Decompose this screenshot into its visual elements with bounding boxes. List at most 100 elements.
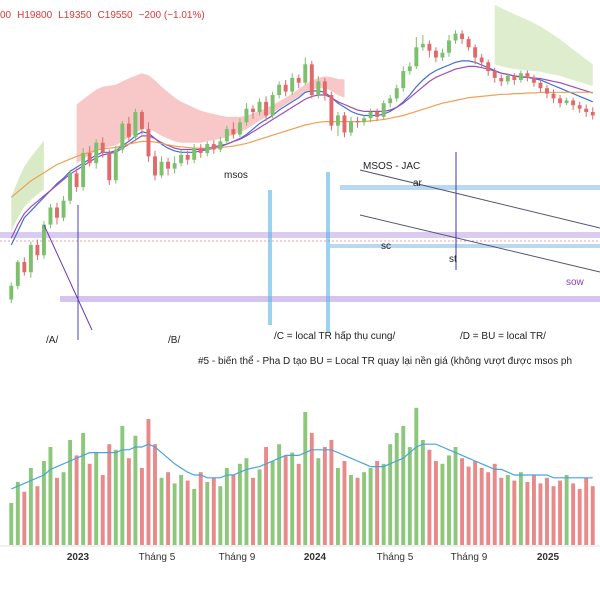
volume-bar	[316, 458, 321, 545]
candle-body	[146, 129, 151, 157]
volume-bar	[401, 426, 406, 545]
phase-c-marker	[268, 190, 272, 325]
st-label: st	[449, 254, 457, 265]
candle-body	[414, 47, 419, 67]
candle-body	[22, 262, 27, 273]
sow-label: sow	[566, 277, 585, 288]
candle-body	[166, 161, 171, 169]
volume-bar	[94, 452, 99, 545]
candle-body	[126, 123, 131, 138]
volume-bar	[153, 444, 157, 545]
msos-label: msos	[224, 170, 248, 181]
candle-body	[113, 149, 118, 181]
volume-bar	[355, 477, 360, 545]
candle-body	[303, 64, 308, 83]
volume-bar	[375, 461, 380, 545]
candle-body	[218, 141, 223, 150]
candle-body	[368, 112, 373, 119]
candle-body	[466, 39, 471, 48]
candle-body	[185, 155, 190, 160]
candle-body	[590, 112, 595, 116]
volume-bar	[420, 440, 425, 545]
volume-bar	[531, 475, 536, 545]
volume-bar	[590, 486, 595, 545]
candle-body	[120, 123, 125, 150]
volume-bar	[466, 466, 471, 545]
ohlc-legend: 00 H19800 L19350 C19550 −200 (−1.01%)	[0, 10, 211, 21]
candle-body	[577, 105, 582, 109]
channel-upper	[359, 169, 600, 229]
volume-bar	[120, 426, 125, 545]
volume-bar	[427, 449, 432, 545]
candle-body	[420, 43, 425, 48]
volume-bar	[453, 447, 458, 545]
volume-bar	[139, 468, 144, 545]
resistance-band-mid	[330, 244, 600, 248]
volume-bar	[15, 482, 20, 545]
candle-body	[460, 33, 465, 40]
candle-body	[473, 47, 478, 58]
candle-body	[401, 71, 406, 89]
volume-bar	[35, 486, 40, 545]
change-value: −200 (−1.01%)	[138, 10, 205, 21]
volume-bar	[329, 440, 334, 545]
volume-bar	[87, 463, 92, 545]
volume-bar	[55, 477, 59, 545]
volume-bar	[290, 452, 295, 545]
volume-bar	[251, 477, 255, 545]
candle-body	[172, 163, 177, 169]
volume-bar	[237, 463, 242, 545]
candle-body	[342, 115, 347, 133]
annotations: /A/ /B/ /C = local TR hấp thụ cung/ /D = BU…	[46, 161, 585, 367]
candle-body	[35, 245, 40, 256]
volume-ma-line	[11, 443, 593, 490]
candle-body	[74, 173, 79, 188]
candle-body	[316, 81, 321, 95]
candle-body	[192, 148, 197, 160]
volume-bar	[133, 435, 138, 545]
ichimoku-cloud	[11, 4, 593, 232]
close-value: C19550	[97, 10, 133, 21]
volume-bar	[231, 475, 236, 545]
candle-body	[453, 33, 458, 41]
selling-climax-trend-line	[43, 224, 93, 331]
x-tick-label: Tháng 5	[377, 552, 414, 563]
candle-body	[309, 64, 314, 95]
candle-body	[440, 52, 445, 58]
candle-body	[296, 77, 301, 83]
volume-bar	[342, 461, 347, 545]
volume-bar	[179, 475, 184, 545]
cloud-bearish	[76, 73, 345, 164]
candle-body	[290, 77, 295, 92]
candle-body	[237, 122, 242, 135]
candle-body	[558, 98, 563, 104]
candle-body	[179, 155, 184, 164]
volume-bar	[525, 482, 530, 545]
candle-body	[159, 161, 164, 176]
description-note: #5 - biến thể - Pha D tạo BU = Local TR …	[198, 355, 572, 367]
candle-body	[388, 98, 393, 104]
volume-bar	[22, 491, 27, 545]
volume-bar	[538, 483, 543, 545]
candle-body	[447, 40, 451, 53]
candle-body	[41, 224, 46, 256]
volume-bar	[166, 472, 171, 545]
candle-body	[277, 84, 282, 95]
candle-body	[486, 62, 491, 72]
candle-body	[153, 156, 157, 176]
candle-body	[139, 112, 144, 130]
low-value: L19350	[58, 10, 92, 21]
cloud-bullish-right	[494, 4, 593, 87]
candle-body	[257, 101, 262, 113]
resistance-band-top	[340, 185, 600, 190]
candle-body	[107, 152, 112, 181]
volume-bar	[545, 477, 549, 545]
candle-body	[322, 81, 327, 95]
volume-bar	[146, 419, 151, 545]
candle-body	[81, 152, 86, 188]
candle-body	[362, 118, 367, 123]
volume-bar	[113, 449, 118, 545]
volume-bar	[388, 444, 393, 545]
volume-bar	[264, 447, 269, 545]
